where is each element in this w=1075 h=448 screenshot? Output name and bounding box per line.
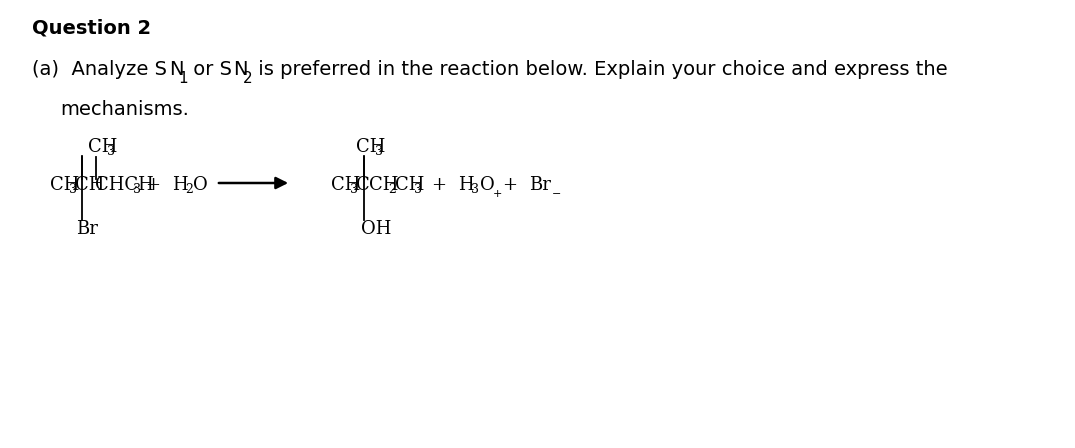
Text: CH: CH — [75, 176, 105, 194]
Text: 3: 3 — [414, 183, 422, 196]
Text: CH: CH — [356, 138, 385, 156]
Text: Br: Br — [530, 176, 551, 194]
Text: CHCH: CHCH — [95, 176, 154, 194]
Text: (a)  Analyze S: (a) Analyze S — [32, 60, 167, 79]
Text: C: C — [356, 176, 370, 194]
Text: mechanisms.: mechanisms. — [60, 100, 189, 119]
Text: CH: CH — [51, 176, 80, 194]
Text: CH: CH — [395, 176, 424, 194]
Text: OH: OH — [361, 220, 391, 238]
Text: O: O — [194, 176, 209, 194]
Text: +: + — [431, 176, 446, 194]
Text: +: + — [493, 189, 502, 199]
Text: 2: 2 — [388, 183, 397, 196]
Text: 3: 3 — [133, 183, 142, 196]
Text: 3: 3 — [350, 183, 358, 196]
Text: Question 2: Question 2 — [32, 18, 152, 37]
Text: 3: 3 — [375, 145, 384, 158]
Text: 2: 2 — [185, 183, 192, 196]
Text: O: O — [481, 176, 495, 194]
Text: 3: 3 — [472, 183, 479, 196]
Text: N: N — [233, 60, 248, 79]
Text: H: H — [172, 176, 188, 194]
Text: 3: 3 — [70, 183, 77, 196]
Text: N: N — [169, 60, 184, 79]
Text: +: + — [502, 176, 517, 194]
Text: CH: CH — [369, 176, 399, 194]
Text: 3: 3 — [108, 145, 115, 158]
Text: H: H — [459, 176, 474, 194]
Text: CH: CH — [330, 176, 360, 194]
Text: Br: Br — [76, 220, 98, 238]
Text: or S: or S — [187, 60, 232, 79]
Text: 2: 2 — [243, 71, 253, 86]
Text: +: + — [145, 176, 160, 194]
Text: is preferred in the reaction below. Explain your choice and express the: is preferred in the reaction below. Expl… — [252, 60, 947, 79]
Text: 1: 1 — [178, 71, 188, 86]
Text: −: − — [551, 189, 561, 199]
Text: CH: CH — [88, 138, 117, 156]
